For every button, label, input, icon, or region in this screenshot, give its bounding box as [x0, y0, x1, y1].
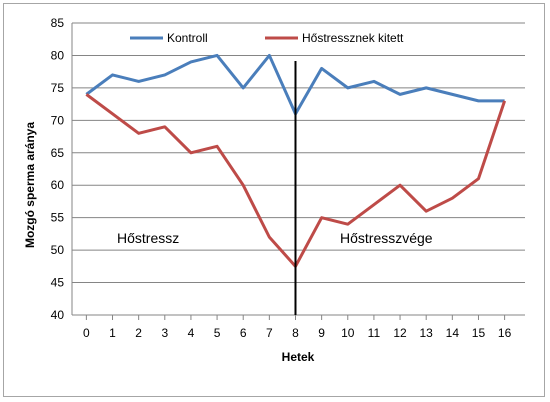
x-tick-label: 6 — [240, 326, 247, 340]
y-tick-label: 40 — [51, 308, 65, 322]
annotation-heat-stress: Hőstressz — [117, 230, 179, 246]
x-tick-label: 13 — [420, 326, 434, 340]
x-tick-label: 4 — [188, 326, 195, 340]
y-tick-label: 70 — [51, 113, 65, 127]
x-tick-label: 5 — [214, 326, 221, 340]
y-tick-label: 80 — [51, 48, 65, 62]
x-tick-label: 14 — [446, 326, 460, 340]
y-tick-label: 55 — [51, 211, 65, 225]
x-tick-label: 15 — [472, 326, 486, 340]
x-tick-label: 8 — [292, 326, 299, 340]
y-tick-label: 60 — [51, 178, 65, 192]
y-tick-label: 85 — [51, 16, 65, 30]
x-tick-label: 12 — [393, 326, 407, 340]
y-axis-label: Mozgó sperma aránya — [23, 122, 37, 248]
x-tick-label: 16 — [498, 326, 512, 340]
x-tick-label: 7 — [266, 326, 273, 340]
y-tick-label: 65 — [51, 146, 65, 160]
x-tick-label: 1 — [109, 326, 116, 340]
y-tick-labels: 40 45 50 55 60 65 70 75 80 85 — [51, 16, 65, 322]
y-tick-label: 45 — [51, 276, 65, 290]
y-tick-label: 50 — [51, 243, 65, 257]
gridlines — [72, 22, 525, 316]
x-tick-label: 2 — [135, 326, 142, 340]
x-tick-label: 9 — [318, 326, 325, 340]
x-axis-label: Hetek — [282, 350, 315, 364]
x-tick-labels: 0 1 2 3 4 5 6 7 8 9 10 11 12 13 14 15 16 — [83, 326, 512, 340]
x-tick-label: 3 — [161, 326, 168, 340]
x-tick-label: 10 — [341, 326, 355, 340]
legend-label-kontroll: Kontroll — [167, 31, 208, 45]
x-tick-label: 11 — [368, 326, 381, 340]
y-tick-label: 75 — [51, 81, 65, 95]
axes — [71, 23, 525, 320]
legend-label-hostressznek-kitett: Hőstressznek kitett — [302, 31, 404, 45]
annotation-heat-stress-end: Hőstresszvége — [340, 230, 433, 246]
legend: Kontroll Hőstressznek kitett — [130, 31, 404, 45]
x-tick-label: 0 — [83, 326, 90, 340]
